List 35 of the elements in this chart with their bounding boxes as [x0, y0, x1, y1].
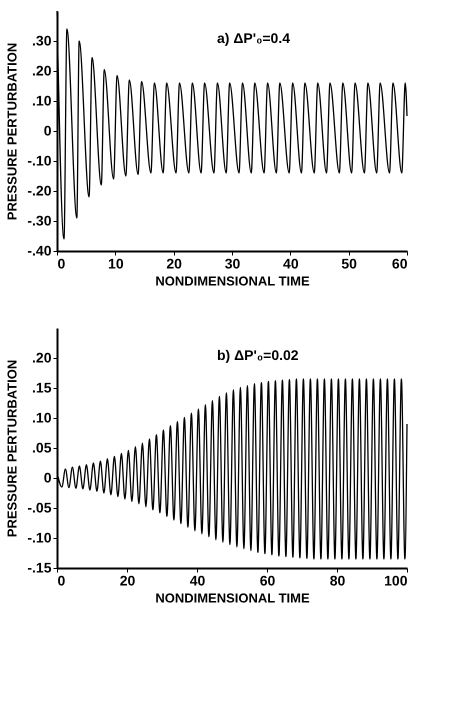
x-tick-label: 40	[283, 256, 299, 272]
x-tick-label: 40	[190, 572, 206, 588]
y-tick-label: .20	[32, 350, 52, 366]
y-tick-label: -.05	[27, 500, 52, 516]
x-tick-label: 60	[392, 256, 408, 272]
x-axis-title: NONDIMENSIONAL TIME	[155, 590, 310, 606]
y-tick-label: -.10	[27, 152, 52, 168]
y-tick-label: .20	[32, 62, 52, 78]
y-tick-label: -.15	[27, 560, 52, 576]
y-tick-label: -.40	[27, 242, 52, 258]
x-tick-label: 80	[330, 572, 346, 588]
y-tick-label: 0	[44, 470, 52, 486]
y-tick-label: -.10	[27, 530, 52, 546]
annotation: b) ΔP'₀=0.02	[217, 347, 299, 363]
y-tick-label: .10	[32, 410, 52, 426]
x-tick-label: 20	[166, 256, 182, 272]
y-axis-title: PRESSURE PERTURBATION	[4, 360, 20, 538]
y-tick-label: .30	[32, 32, 52, 48]
x-tick-label: 60	[260, 572, 276, 588]
x-tick-label: 100	[384, 572, 408, 588]
x-tick-label: 0	[58, 256, 66, 272]
x-tick-label: 50	[341, 256, 358, 272]
x-tick-label: 10	[108, 256, 124, 272]
x-tick-label: 20	[120, 572, 136, 588]
y-axis-title: PRESSURE PERTURBATION	[4, 42, 20, 220]
y-tick-label: -.30	[27, 212, 52, 228]
x-tick-label: 0	[58, 572, 66, 588]
y-tick-label: .15	[32, 380, 52, 396]
y-tick-label: 0	[44, 122, 52, 138]
annotation: a) ΔP'₀=0.4	[217, 30, 290, 46]
x-tick-label: 30	[224, 256, 240, 272]
y-tick-label: .10	[32, 92, 52, 108]
y-tick-label: .05	[32, 440, 52, 456]
y-tick-label: -.20	[27, 182, 52, 198]
x-axis-title: NONDIMENSIONAL TIME	[155, 274, 310, 288]
